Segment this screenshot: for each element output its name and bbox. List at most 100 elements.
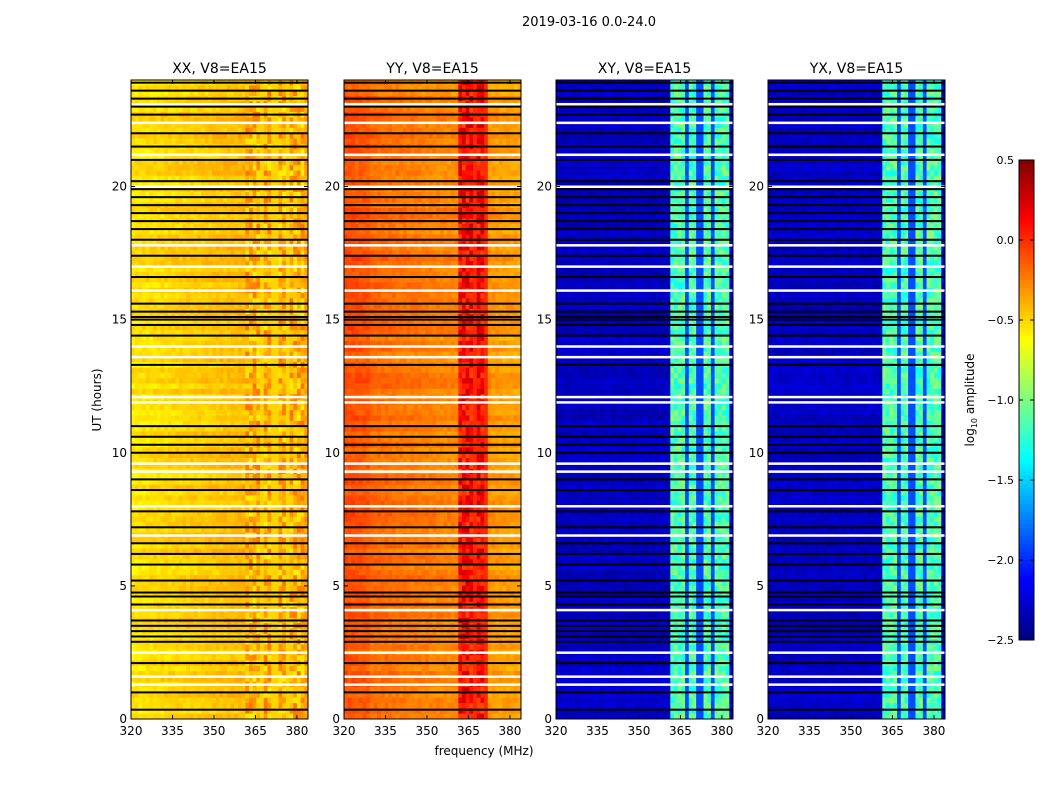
heatmap-cell (178, 250, 184, 257)
heatmap-cell (178, 426, 184, 432)
heatmap-cell (304, 500, 309, 507)
heatmap-cell (186, 229, 191, 235)
heatmap-cell (219, 207, 224, 214)
heatmap-cell (226, 207, 231, 214)
heatmap-cell (201, 234, 206, 241)
heatmap-cell (208, 447, 213, 454)
heatmap-cell (208, 197, 213, 203)
heatmap-cell (260, 191, 265, 198)
heatmap-cell (131, 127, 136, 134)
heatmap-cell (230, 197, 235, 203)
heatmap-cell (219, 575, 224, 581)
heatmap-cell (178, 516, 184, 523)
heatmap-cell (182, 431, 187, 438)
heatmap-cell (293, 612, 298, 619)
heatmap-cell (256, 346, 261, 352)
heatmap-cell (131, 559, 136, 565)
heatmap-cell (186, 367, 191, 374)
heatmap-cell (289, 436, 294, 443)
heatmap-cell (197, 564, 202, 571)
heatmap-cell (267, 596, 272, 603)
heatmap-cell (230, 117, 235, 124)
heatmap-cell (274, 250, 279, 257)
heatmap-cell (178, 420, 184, 427)
heatmap-cell (278, 223, 283, 230)
heatmap-cell (285, 521, 290, 528)
heatmap-cell (175, 293, 180, 299)
heatmap-cell (182, 250, 187, 257)
heatmap-cell (175, 569, 180, 576)
heatmap-cell (304, 431, 309, 438)
heatmap-cell (230, 378, 235, 384)
heatmap-cell (223, 511, 228, 518)
heatmap-cell (131, 175, 136, 182)
heatmap-cell (263, 378, 268, 384)
heatmap-cell (289, 372, 294, 379)
heatmap-cell (164, 346, 169, 352)
heatmap-cell (145, 234, 150, 241)
heatmap-cell (230, 367, 235, 374)
heatmap-cell (178, 319, 184, 326)
heatmap-cell (145, 490, 150, 496)
heatmap-cell (252, 420, 257, 427)
heatmap-cell (234, 543, 239, 550)
heatmap-cell (300, 346, 305, 352)
heatmap-cell (186, 239, 191, 246)
heatmap-cell (138, 340, 143, 347)
heatmap-cell (263, 282, 268, 289)
heatmap-cell (175, 490, 180, 496)
heatmap-cell (293, 474, 298, 480)
heatmap-cell (212, 245, 217, 251)
heatmap-cell (131, 229, 136, 235)
heatmap-cell (271, 356, 276, 363)
heatmap-cell (263, 527, 268, 534)
heatmap-cell (145, 516, 150, 523)
heatmap-cell (167, 181, 172, 187)
heatmap-cell (149, 351, 154, 358)
heatmap-cell (296, 181, 302, 187)
heatmap-cell (237, 154, 243, 161)
heatmap-cell (293, 191, 298, 198)
heatmap-cell (208, 553, 213, 560)
heatmap-cell (226, 463, 231, 470)
heatmap-cell (212, 580, 217, 587)
heatmap-cell (186, 181, 191, 187)
heatmap-cell (289, 569, 294, 576)
heatmap-cell (186, 372, 191, 379)
heatmap-cell (271, 277, 276, 283)
heatmap-cell (182, 559, 187, 565)
heatmap-cell (160, 372, 165, 379)
heatmap-cell (167, 351, 172, 358)
heatmap-cell (252, 346, 257, 352)
heatmap-cell (197, 271, 202, 278)
heatmap-cell (134, 239, 139, 246)
heatmap-cell (171, 543, 176, 550)
heatmap-cell (149, 324, 154, 331)
heatmap-cell (256, 335, 261, 342)
heatmap-cell (212, 213, 217, 219)
heatmap-cell (267, 452, 272, 459)
heatmap-cell (175, 117, 180, 124)
heatmap-cell (282, 234, 287, 241)
heatmap-cell (153, 537, 158, 544)
heatmap-cell (215, 191, 220, 198)
heatmap-cell (201, 553, 206, 560)
heatmap-cell (271, 170, 276, 177)
heatmap-cell (171, 106, 176, 113)
heatmap-cell (190, 410, 195, 416)
heatmap-cell (223, 282, 228, 289)
heatmap-cell (178, 490, 184, 496)
heatmap-cell (190, 356, 195, 363)
heatmap-cell (204, 378, 209, 384)
heatmap-cell (285, 527, 290, 534)
heatmap-cell (164, 154, 169, 161)
heatmap-cell (289, 484, 294, 491)
heatmap-cell (167, 303, 172, 310)
heatmap-cell (153, 85, 158, 92)
heatmap-cell (201, 239, 206, 246)
heatmap-cell (167, 245, 172, 251)
heatmap-cell (241, 559, 246, 565)
heatmap-cell (164, 122, 169, 129)
heatmap-cell (274, 261, 279, 267)
heatmap-cell (171, 553, 176, 560)
